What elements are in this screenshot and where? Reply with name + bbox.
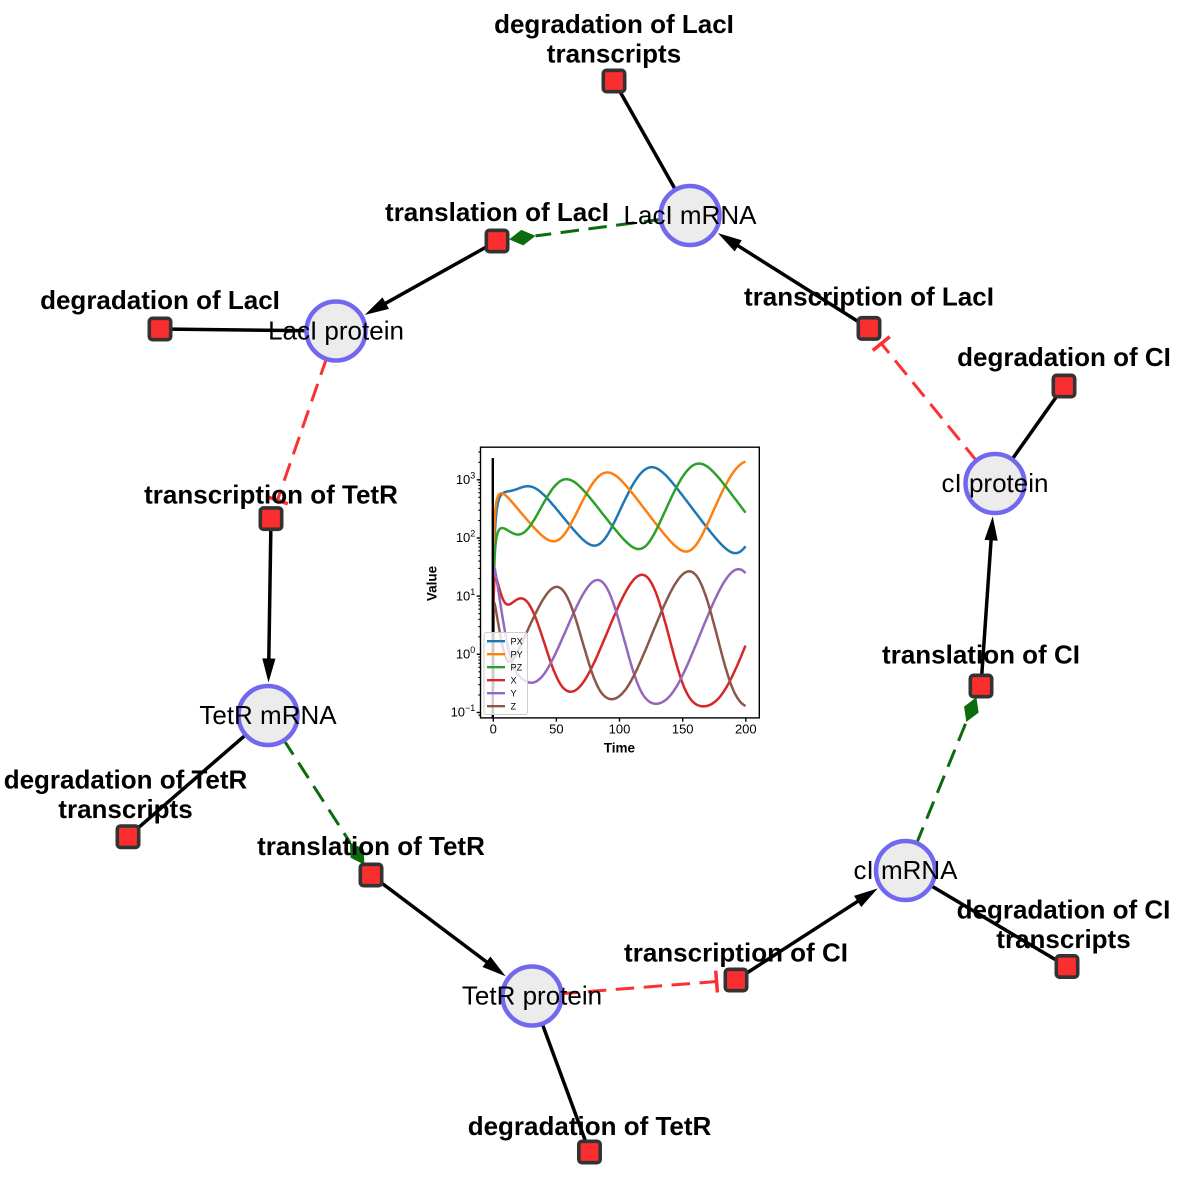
svg-text:translation of CI: translation of CI	[882, 640, 1080, 670]
svg-text:cI protein: cI protein	[942, 468, 1049, 498]
svg-text:degradation of CI: degradation of CI	[957, 342, 1171, 372]
svg-text:150: 150	[672, 722, 694, 737]
svg-text:200: 200	[735, 722, 757, 737]
svg-text:PX: PX	[511, 637, 523, 647]
svg-text:cI mRNA: cI mRNA	[854, 855, 959, 885]
svg-text:transcription of CI: transcription of CI	[624, 938, 848, 968]
svg-text:degradation of CI: degradation of CI	[957, 895, 1171, 925]
svg-text:100: 100	[609, 722, 631, 737]
svg-text:degradation of TetR: degradation of TetR	[4, 765, 248, 795]
svg-text:transcription of LacI: transcription of LacI	[744, 281, 994, 311]
svg-text:LacI protein: LacI protein	[268, 316, 404, 346]
svg-text:Time: Time	[604, 741, 636, 756]
svg-text:Value: Value	[425, 565, 440, 601]
svg-text:translation of LacI: translation of LacI	[385, 197, 609, 227]
svg-text:100: 100	[456, 645, 475, 662]
svg-text:LacI mRNA: LacI mRNA	[624, 200, 758, 230]
svg-text:10−1: 10−1	[451, 703, 476, 720]
svg-text:TetR protein: TetR protein	[462, 981, 602, 1011]
svg-text:transcription of TetR: transcription of TetR	[144, 480, 398, 510]
svg-text:101: 101	[456, 587, 475, 604]
svg-text:transcripts: transcripts	[547, 39, 681, 69]
svg-text:translation of TetR: translation of TetR	[257, 831, 485, 861]
svg-text:Z: Z	[511, 702, 517, 712]
svg-text:103: 103	[456, 471, 475, 488]
svg-text:0: 0	[490, 722, 497, 737]
svg-text:50: 50	[549, 722, 563, 737]
svg-text:TetR mRNA: TetR mRNA	[199, 700, 337, 730]
svg-text:transcripts: transcripts	[58, 794, 192, 824]
svg-text:Y: Y	[511, 689, 517, 699]
svg-text:degradation of TetR: degradation of TetR	[468, 1111, 712, 1141]
svg-text:degradation of LacI: degradation of LacI	[494, 9, 734, 39]
svg-text:transcripts: transcripts	[996, 924, 1130, 954]
svg-text:PZ: PZ	[511, 663, 523, 673]
svg-text:PY: PY	[511, 650, 523, 660]
svg-text:102: 102	[456, 529, 475, 546]
svg-text:degradation of LacI: degradation of LacI	[40, 285, 280, 315]
svg-text:X: X	[511, 676, 517, 686]
